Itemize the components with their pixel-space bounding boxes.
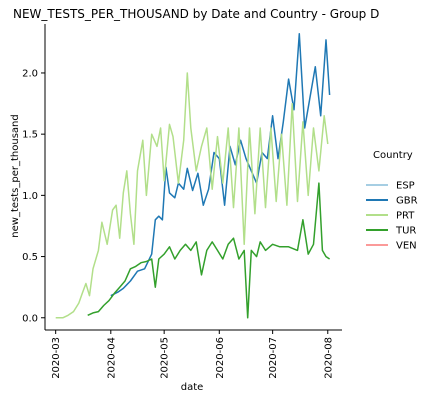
x-tick-label: 2020-05 — [160, 337, 171, 379]
axes: 0.0 0.5 1.0 1.5 2.0 2020-03 2020-04 2020-05 2020… — [22, 24, 342, 379]
chart-title: NEW_TESTS_PER_THOUSAND by Date and Count… — [13, 7, 379, 21]
series-line-tur — [87, 182, 331, 319]
legend: Country ESP GBR PRT TUR VEN — [366, 150, 418, 252]
y-tick-label: 0.0 — [22, 313, 38, 324]
y-tick-label: 1.5 — [22, 130, 38, 141]
x-tick-label: 2020-03 — [51, 337, 62, 379]
series-line-prt — [55, 72, 329, 319]
x-tick-label: 2020-08 — [323, 337, 334, 379]
y-tick-label: 2.0 — [22, 68, 38, 79]
plot-area — [55, 33, 331, 319]
y-axis-label: new_tests_per_thousand — [10, 114, 21, 237]
x-tick-label: 2020-07 — [268, 337, 279, 379]
y-tick-label: 1.0 — [22, 191, 38, 202]
y-tick-label: 0.5 — [22, 252, 38, 263]
x-tick-label: 2020-04 — [106, 337, 117, 379]
x-tick-label: 2020-06 — [215, 337, 226, 379]
legend-label-tur: TUR — [395, 226, 416, 237]
legend-label-esp: ESP — [396, 181, 415, 192]
legend-label-gbr: GBR — [396, 196, 418, 207]
x-axis-label: date — [181, 382, 204, 393]
legend-title: Country — [373, 150, 413, 161]
legend-label-ven: VEN — [396, 241, 417, 252]
legend-label-prt: PRT — [396, 211, 415, 222]
